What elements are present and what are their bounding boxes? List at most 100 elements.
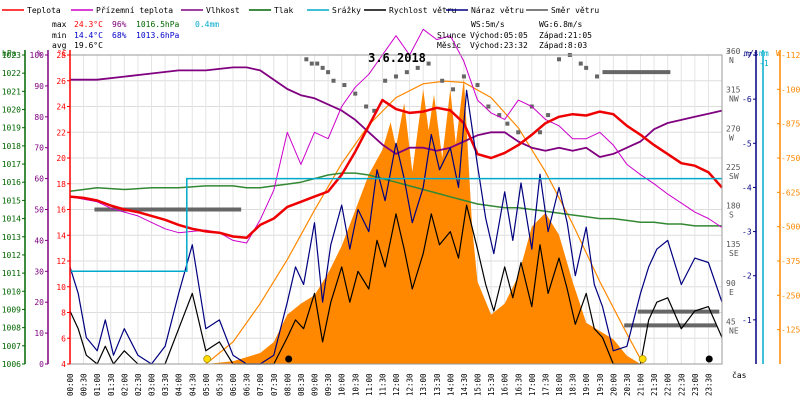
- wind-direction-point: [537, 130, 542, 135]
- wind-tick-label: -2: [742, 272, 752, 281]
- wind-speed-line: [69, 204, 723, 365]
- wind-direction-point: [404, 70, 409, 75]
- humidity-tick-label: 30: [34, 267, 44, 276]
- x-tick-label: 20:00: [609, 373, 618, 396]
- x-tick-label: 23:00: [691, 373, 700, 396]
- stat-max-rain: 0.4mm: [195, 20, 219, 29]
- x-tick-label: 08:00: [283, 373, 292, 396]
- x-tick-label: 18:30: [569, 373, 578, 396]
- direction-tick-label: 270: [726, 124, 741, 133]
- ground-temperature-line: [69, 28, 723, 244]
- wind-direction-point: [497, 113, 502, 118]
- x-tick-label: 07:30: [270, 373, 279, 396]
- x-tick-label: 21:00: [637, 373, 646, 396]
- solar-tick-label: -625: [781, 188, 800, 197]
- temperature-tick-label: 14: [56, 231, 66, 240]
- x-tick-label: 22:00: [664, 373, 673, 396]
- wind-direction-point: [595, 74, 600, 79]
- solar-tick-label: -1000: [781, 85, 800, 94]
- pressure-tick-label: 1008: [2, 324, 21, 333]
- x-tick-label: 03:00: [148, 373, 157, 396]
- rain-tick-label: -1: [759, 59, 769, 68]
- solar-tick-label: -125: [781, 326, 800, 335]
- legend-label: Směr větru: [551, 6, 599, 15]
- x-tick-label: 16:30: [514, 373, 523, 396]
- wind-speed-info: WS:5m/s: [471, 20, 505, 29]
- x-tick-label: 15:00: [474, 373, 483, 396]
- x-tick-label: 23:30: [704, 373, 713, 396]
- wind-tick-label: -6: [742, 95, 752, 104]
- wind-direction-point: [364, 104, 369, 109]
- x-tick-label: 01:00: [93, 373, 102, 396]
- pressure-tick-label: 1011: [2, 269, 21, 278]
- wind-direction-point: [331, 78, 336, 83]
- temperature-line: [69, 98, 723, 240]
- direction-tick-compass: NE: [729, 326, 739, 335]
- direction-tick-label: 135: [726, 240, 741, 249]
- stat-min-temp: 14.4°C: [74, 31, 103, 40]
- x-tick-label: 06:00: [229, 373, 238, 396]
- wind-direction-point: [486, 104, 491, 109]
- direction-tick-compass: NW: [729, 95, 739, 104]
- wind-direction-point: [415, 65, 420, 70]
- wind-direction-point: [394, 74, 398, 79]
- x-tick-label: 03:30: [161, 373, 170, 396]
- x-tick-label: 19:30: [596, 373, 605, 396]
- x-tick-label: 16:00: [501, 373, 510, 396]
- temperature-tick-label: 26: [56, 77, 66, 86]
- wind-direction-point: [304, 57, 309, 62]
- legend-label: Náraz větru: [471, 6, 524, 15]
- temperature-tick-label: 22: [56, 128, 66, 137]
- solar-tick-label: -875: [781, 120, 800, 129]
- pressure-tick-label: 1015: [2, 196, 21, 205]
- direction-tick-compass: E: [729, 288, 734, 297]
- sunset-text: Západ:21:05: [539, 31, 592, 40]
- x-tick-label: 18:00: [555, 373, 564, 396]
- stat-max-temp: 24.3°C: [74, 20, 103, 29]
- pressure-tick-label: 1016: [2, 178, 21, 187]
- stat-min-hum: 68%: [112, 31, 127, 40]
- direction-tick-compass: W: [729, 133, 734, 142]
- pressure-tick-label: 1007: [2, 342, 21, 351]
- direction-tick-label: 180: [726, 202, 741, 211]
- moon-marker: [705, 355, 713, 363]
- wind-direction-point: [475, 83, 480, 88]
- x-tick-label: 12:00: [392, 373, 401, 396]
- pressure-tick-label: 1020: [2, 106, 21, 115]
- moonset-text: Západ:8:03: [539, 41, 587, 50]
- legend-label: Srážky: [332, 6, 361, 15]
- x-tick-label: 11:00: [365, 373, 374, 396]
- solar-tick-label: -375: [781, 257, 800, 266]
- legend-label: Rychlost větru: [389, 6, 457, 15]
- x-tick-label: 05:30: [215, 373, 224, 396]
- pressure-tick-label: 1006: [2, 360, 21, 369]
- stat-avg-label: avg: [52, 41, 67, 50]
- legend-label: Teplota: [27, 6, 61, 15]
- x-tick-label: 09:00: [311, 373, 320, 396]
- x-tick-label: 05:00: [202, 373, 211, 396]
- temperature-tick-label: 18: [56, 180, 66, 189]
- wind-direction-point: [440, 78, 445, 83]
- legend-label: Tlak: [274, 6, 293, 15]
- x-tick-label: 09:30: [324, 373, 333, 396]
- wind-direction-point: [546, 113, 551, 118]
- direction-tick-compass: N: [729, 56, 734, 65]
- wind-direction-point: [309, 61, 314, 66]
- wind-direction-point: [461, 74, 466, 79]
- wind-direction-point: [505, 121, 510, 126]
- direction-tick-label: 90: [726, 279, 736, 288]
- x-tick-label: 13:00: [419, 373, 428, 396]
- wind-axis-unit: m/s: [744, 49, 759, 58]
- humidity-tick-label: 50: [34, 206, 44, 215]
- temperature-tick-label: 4: [61, 360, 66, 369]
- theoretical-solar-curve: [205, 80, 644, 365]
- x-tick-label: 04:30: [188, 373, 197, 396]
- x-tick-label: 02:30: [134, 373, 143, 396]
- moon-marker: [285, 355, 293, 363]
- series-layer: [69, 28, 723, 365]
- wind-tick-label: -5: [742, 139, 752, 148]
- stat-min-label: min: [52, 31, 67, 40]
- wind-direction-point: [584, 65, 589, 70]
- temperature-tick-label: 28: [56, 51, 66, 60]
- direction-tick-label: 315: [726, 86, 741, 95]
